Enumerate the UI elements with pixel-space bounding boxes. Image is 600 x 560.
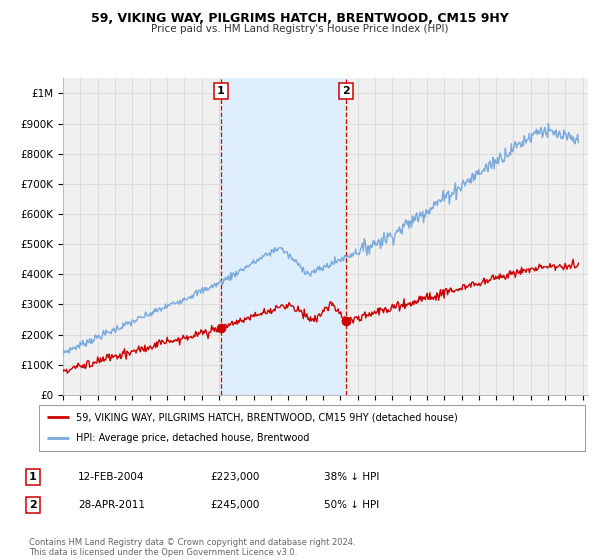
Text: 1: 1 (217, 86, 225, 96)
Text: 2: 2 (342, 86, 350, 96)
Text: 12-FEB-2004: 12-FEB-2004 (78, 472, 145, 482)
Text: 1: 1 (29, 472, 37, 482)
Text: 50% ↓ HPI: 50% ↓ HPI (324, 500, 379, 510)
Text: 59, VIKING WAY, PILGRIMS HATCH, BRENTWOOD, CM15 9HY: 59, VIKING WAY, PILGRIMS HATCH, BRENTWOO… (91, 12, 509, 25)
Text: Contains HM Land Registry data © Crown copyright and database right 2024.
This d: Contains HM Land Registry data © Crown c… (29, 538, 355, 557)
Text: £223,000: £223,000 (210, 472, 259, 482)
Text: 38% ↓ HPI: 38% ↓ HPI (324, 472, 379, 482)
Text: 28-APR-2011: 28-APR-2011 (78, 500, 145, 510)
Text: £245,000: £245,000 (210, 500, 259, 510)
Text: 59, VIKING WAY, PILGRIMS HATCH, BRENTWOOD, CM15 9HY (detached house): 59, VIKING WAY, PILGRIMS HATCH, BRENTWOO… (76, 412, 458, 422)
Text: HPI: Average price, detached house, Brentwood: HPI: Average price, detached house, Bren… (76, 433, 310, 444)
Text: 2: 2 (29, 500, 37, 510)
Bar (221, 78, 346, 395)
Text: Price paid vs. HM Land Registry's House Price Index (HPI): Price paid vs. HM Land Registry's House … (151, 24, 449, 34)
